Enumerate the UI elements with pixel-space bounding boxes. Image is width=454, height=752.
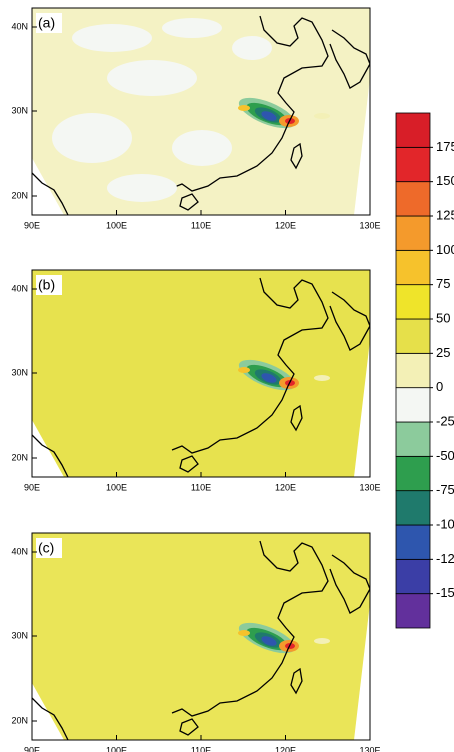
colorbar-box bbox=[395, 490, 431, 526]
colorbar-box bbox=[395, 421, 431, 457]
lat-tick-label: 20N bbox=[11, 452, 28, 462]
colorbar-box bbox=[395, 352, 431, 389]
colorbar-label: -25 bbox=[436, 413, 454, 428]
lon-tick-label: 130E bbox=[359, 220, 380, 230]
lon-tick-label: 90E bbox=[24, 220, 40, 230]
colorbar-box bbox=[395, 524, 431, 560]
colorbar-box bbox=[395, 387, 431, 423]
map-field bbox=[32, 533, 370, 740]
lat-tick-label: 20N bbox=[11, 190, 28, 200]
lon-tick-label: 120E bbox=[275, 482, 296, 492]
colorbar-label: -100 bbox=[436, 516, 454, 531]
lon-tick-label: 120E bbox=[275, 220, 296, 230]
lat-tick-label: 30N bbox=[11, 105, 28, 115]
lon-tick-label: 130E bbox=[359, 482, 380, 492]
colorbar-label: 150 bbox=[436, 173, 454, 188]
lon-tick-label: 100E bbox=[106, 745, 127, 752]
colorbar-box bbox=[395, 146, 431, 183]
map-panel: (b) 90E 100E 110E 120E 130E 40N 30N 20N bbox=[11, 270, 381, 492]
lon-tick-label: 100E bbox=[106, 220, 127, 230]
lon-tick-label: 90E bbox=[24, 745, 40, 752]
lat-tick-label: 40N bbox=[11, 546, 28, 556]
colorbar-label: 25 bbox=[436, 345, 450, 360]
lon-tick-label: 130E bbox=[359, 745, 380, 752]
colorbar-label: -125 bbox=[436, 551, 454, 566]
lon-tick-label: 110E bbox=[191, 220, 211, 230]
lon-tick-label: 110E bbox=[191, 482, 211, 492]
label-box bbox=[36, 13, 62, 33]
lon-tick-label: 100E bbox=[106, 482, 127, 492]
panel-label: (b) bbox=[38, 277, 55, 293]
map-field bbox=[32, 270, 370, 477]
colorbar-label: 0 bbox=[436, 379, 443, 394]
colorbar-label: 175 bbox=[436, 139, 454, 154]
colorbar-label: -75 bbox=[436, 482, 454, 497]
colorbar-label: -150 bbox=[436, 585, 454, 600]
panel-label: (c) bbox=[38, 540, 54, 556]
colorbar-box bbox=[395, 558, 431, 595]
map-patches bbox=[32, 8, 370, 215]
lat-tick-label: 30N bbox=[11, 367, 28, 377]
colorbar-box bbox=[395, 215, 431, 251]
map-panel: (a) 90E 100E 110E 120E 130E 40N 30N 20N bbox=[11, 8, 381, 230]
colorbar-label: 50 bbox=[436, 310, 450, 325]
lon-tick-label: 120E bbox=[275, 745, 296, 752]
colorbar-box bbox=[395, 593, 431, 629]
colorbar-box bbox=[395, 318, 431, 354]
map-panel: (c) 90E 100E 110E 120E 130E 40N 30N 20N bbox=[11, 533, 381, 752]
panel-label: (a) bbox=[38, 15, 55, 31]
colorbar-label: 75 bbox=[436, 276, 450, 291]
lon-tick-label: 110E bbox=[191, 745, 211, 752]
lon-tick-label: 90E bbox=[24, 482, 40, 492]
colorbar-box bbox=[395, 181, 431, 217]
lat-tick-label: 20N bbox=[11, 715, 28, 725]
colorbar-box bbox=[395, 112, 431, 148]
colorbar-box bbox=[395, 455, 431, 492]
label-box bbox=[36, 538, 62, 558]
lat-tick-label: 40N bbox=[11, 21, 28, 31]
colorbar-label: 125 bbox=[436, 207, 454, 222]
lat-tick-label: 40N bbox=[11, 283, 28, 293]
label-box bbox=[36, 275, 62, 295]
colorbar-label: 100 bbox=[436, 242, 454, 257]
colorbar-box bbox=[395, 284, 431, 320]
lat-tick-label: 30N bbox=[11, 630, 28, 640]
colorbar-box bbox=[395, 249, 431, 286]
colorbar-label: -50 bbox=[436, 448, 454, 463]
